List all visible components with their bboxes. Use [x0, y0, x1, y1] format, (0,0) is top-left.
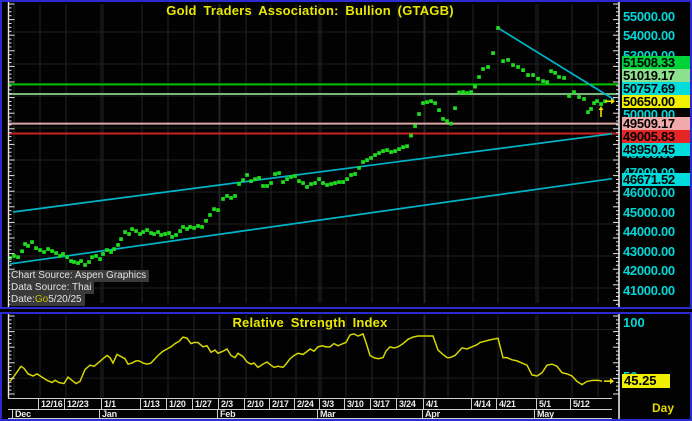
rsi-value-arrow-icon — [604, 378, 614, 385]
date-tick — [269, 397, 270, 409]
date-tick — [101, 397, 102, 409]
month-tick-label: Feb — [220, 408, 236, 419]
y-axis-tick-label: 46000.00 — [623, 184, 675, 200]
date-tick-label: 3/17 — [373, 398, 390, 409]
date-tick — [423, 397, 424, 409]
month-tick-label: Jan — [102, 408, 117, 419]
rsi-panel: Relative Strength Index 10050 45.25 12/1… — [0, 312, 692, 421]
price-badge: 50650.00 — [622, 94, 690, 108]
timeline-mid-rule — [8, 408, 612, 410]
date-tick-label: 12/16 — [41, 398, 63, 409]
y-axis-tick-label: 41000.00 — [623, 282, 675, 298]
date-tick-label: 2/24 — [297, 398, 314, 409]
y-axis-tick-label: 54000.00 — [623, 28, 675, 44]
date-tick — [570, 397, 571, 409]
timeline-top-rule — [8, 397, 612, 399]
date-tick — [471, 397, 472, 409]
date-tick-label: 2/17 — [272, 398, 289, 409]
date-label: Date: — [11, 294, 35, 305]
price-badge: 50757.69 — [622, 81, 690, 95]
price-grid — [8, 4, 618, 303]
month-tick-label: Mar — [320, 408, 336, 419]
date-tick — [218, 397, 219, 409]
date-tick — [192, 397, 193, 409]
date-tick-label: 1/20 — [169, 398, 186, 409]
date-tick — [140, 397, 141, 409]
date-tick — [64, 397, 65, 409]
y-axis-tick-label: 45000.00 — [623, 204, 675, 220]
rsi-current-value-badge: 45.25 — [622, 374, 670, 389]
upper-channel-line — [12, 132, 613, 213]
date-note: Date:Go5/20/25 — [10, 294, 85, 306]
month-tick — [317, 408, 318, 418]
y-axis-tick-label: 43000.00 — [623, 243, 675, 259]
date-tick-label: 5/12 — [573, 398, 590, 409]
date-tick — [319, 397, 320, 409]
date-tick-label: 5/1 — [539, 398, 551, 409]
date-tick-label: 2/10 — [247, 398, 264, 409]
price-badge: 48950.45 — [622, 143, 690, 157]
month-tick-label: Dec — [15, 408, 31, 419]
date-tick — [536, 397, 537, 409]
y-axis-tick-label: 44000.00 — [623, 224, 675, 240]
date-tick — [396, 397, 397, 409]
data-source-note: Data Source: Thai — [10, 282, 95, 294]
price-badge: 49005.83 — [622, 130, 690, 144]
date-tick-label: 1/27 — [195, 398, 212, 409]
time-unit-label: Day — [652, 401, 675, 415]
month-tick — [99, 408, 100, 418]
rsi-line — [9, 332, 603, 386]
date-tick — [370, 397, 371, 409]
rsi-title: Relative Strength Index — [232, 315, 388, 330]
last-price-markers — [598, 98, 615, 118]
month-tick-label: Apr — [425, 408, 440, 419]
axis-rulers — [7, 2, 620, 307]
price-dot-series — [8, 26, 607, 267]
rsi-chart-canvas[interactable] — [2, 314, 690, 419]
date-tick-label: 3/24 — [399, 398, 416, 409]
date-tick-label: 2/3 — [221, 398, 233, 409]
price-badge: 46671.52 — [622, 172, 690, 186]
price-chart-panel: Gold Traders Association: Bullion (GTAGB… — [0, 0, 692, 309]
date-value: 5/20/25 — [48, 294, 82, 305]
date-tick — [166, 397, 167, 409]
date-tick-label: 1/1 — [104, 398, 116, 409]
month-tick — [12, 408, 13, 418]
price-badge: 51508.33 — [622, 55, 690, 69]
date-tick-label: 1/13 — [143, 398, 160, 409]
month-tick — [422, 408, 423, 418]
date-overlap-text: Go — [34, 294, 49, 305]
rsi-tick-label: 100 — [623, 314, 645, 330]
chart-source-note: Chart Source: Aspen Graphics — [10, 270, 150, 282]
date-tick-label: 4/1 — [426, 398, 438, 409]
lower-channel-line — [9, 177, 613, 265]
month-tick-label: May — [537, 408, 554, 419]
date-tick-label: 4/14 — [474, 398, 491, 409]
y-axis-tick-label: 42000.00 — [623, 263, 675, 279]
horizontal-level-lines — [8, 83, 618, 135]
month-tick — [217, 408, 218, 418]
y-axis-tick-label: 55000.00 — [623, 8, 675, 24]
date-tick — [344, 397, 345, 409]
price-badge: 49509.17 — [622, 117, 690, 131]
trendlines[interactable] — [9, 27, 615, 265]
timeline-bottom-rule — [8, 417, 612, 419]
price-chart-title: Gold Traders Association: Bullion (GTAGB… — [166, 3, 454, 18]
rsi-grid — [8, 315, 618, 397]
date-tick-label: 3/10 — [347, 398, 364, 409]
price-badge: 51019.17 — [622, 68, 690, 82]
date-tick-label: 3/3 — [322, 398, 334, 409]
rsi-axis-rulers — [7, 314, 620, 419]
date-tick — [244, 397, 245, 409]
descending-resistance-line — [497, 27, 615, 101]
date-tick — [294, 397, 295, 409]
price-chart-canvas[interactable] — [2, 2, 690, 307]
date-tick — [496, 397, 497, 409]
date-tick-label: 4/21 — [499, 398, 516, 409]
date-tick-label: 12/23 — [67, 398, 89, 409]
date-tick — [38, 397, 39, 409]
month-tick — [534, 408, 535, 418]
